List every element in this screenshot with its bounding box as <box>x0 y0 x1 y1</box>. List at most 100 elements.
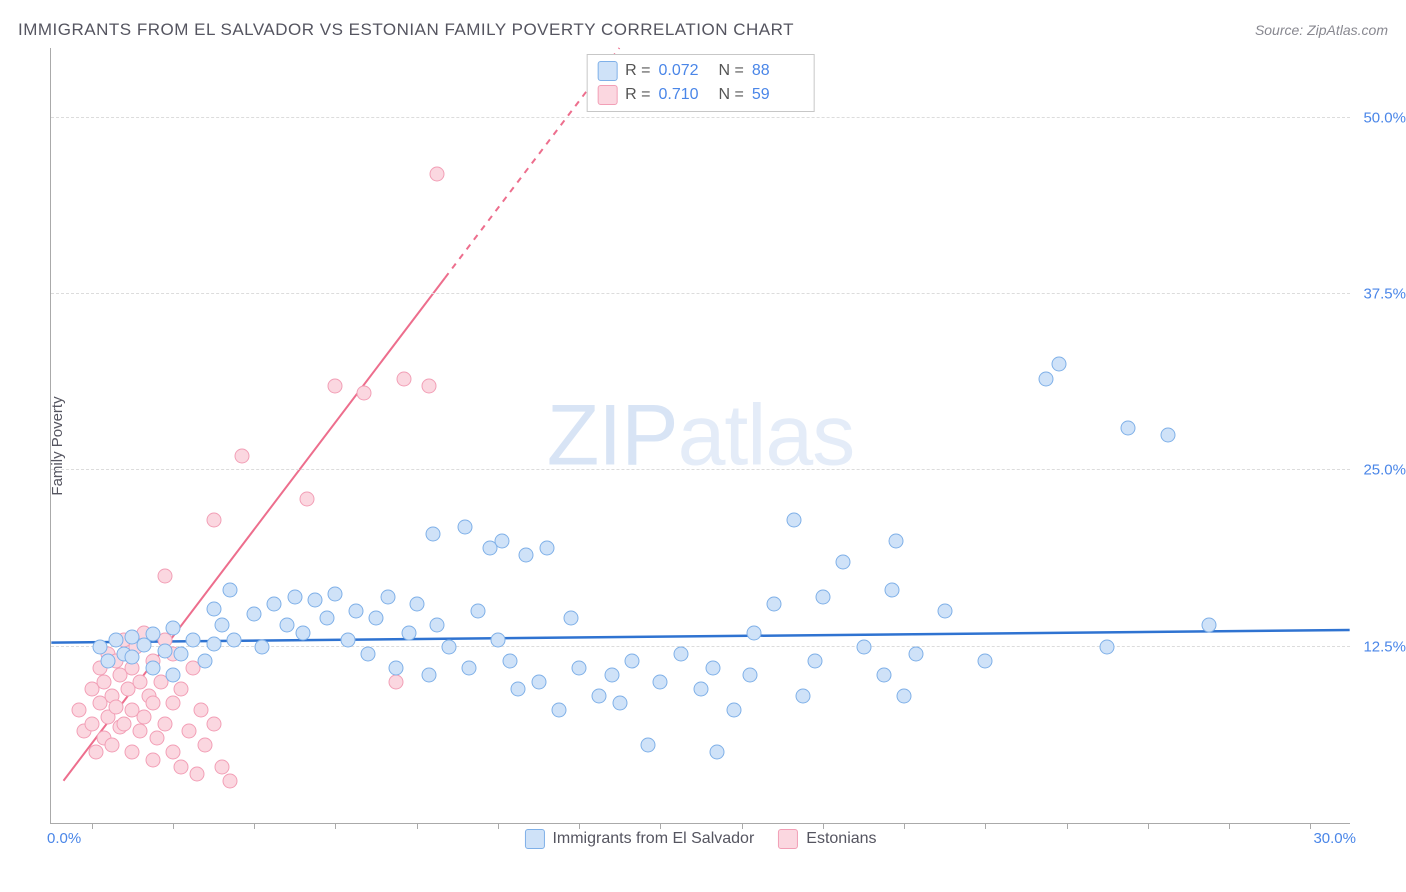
r-label: R = <box>625 62 650 80</box>
data-point-salvador <box>165 621 180 636</box>
data-point-salvador <box>519 547 534 562</box>
data-point-salvador <box>328 587 343 602</box>
data-point-salvador <box>369 611 384 626</box>
data-point-estonians <box>109 700 124 715</box>
data-point-salvador <box>470 604 485 619</box>
data-point-estonians <box>389 674 404 689</box>
data-point-estonians <box>421 378 436 393</box>
data-point-estonians <box>88 745 103 760</box>
data-point-estonians <box>125 745 140 760</box>
data-point-salvador <box>787 512 802 527</box>
data-point-salvador <box>186 632 201 647</box>
data-point-salvador <box>897 689 912 704</box>
data-point-salvador <box>876 667 891 682</box>
data-point-salvador <box>100 653 115 668</box>
trend-lines <box>51 48 1350 823</box>
data-point-salvador <box>889 533 904 548</box>
data-point-estonians <box>397 371 412 386</box>
n-label: N = <box>719 86 744 104</box>
data-point-estonians <box>149 731 164 746</box>
data-point-salvador <box>109 632 124 647</box>
data-point-estonians <box>214 759 229 774</box>
swatch-estonians <box>778 829 798 849</box>
data-point-salvador <box>401 625 416 640</box>
data-point-salvador <box>145 626 160 641</box>
grid-line <box>51 293 1350 294</box>
data-point-salvador <box>389 660 404 675</box>
data-point-estonians <box>165 745 180 760</box>
data-point-salvador <box>287 590 302 605</box>
r-value-estonians: 0.710 <box>659 86 711 104</box>
data-point-salvador <box>348 604 363 619</box>
legend-item-estonians: Estonians <box>778 829 876 849</box>
data-point-salvador <box>539 540 554 555</box>
data-point-salvador <box>360 646 375 661</box>
data-point-salvador <box>531 674 546 689</box>
y-tick-label: 25.0% <box>1363 462 1406 479</box>
y-tick-label: 12.5% <box>1363 638 1406 655</box>
data-point-salvador <box>1161 428 1176 443</box>
data-point-salvador <box>267 597 282 612</box>
x-tick <box>823 823 824 829</box>
data-point-salvador <box>308 593 323 608</box>
data-point-salvador <box>511 681 526 696</box>
x-tick <box>985 823 986 829</box>
data-point-salvador <box>222 583 237 598</box>
series-legend: Immigrants from El Salvador Estonians <box>524 829 876 849</box>
data-point-salvador <box>726 703 741 718</box>
legend-item-salvador: Immigrants from El Salvador <box>524 829 754 849</box>
scatter-plot: ZIPatlas R = 0.072 N = 88 R = 0.710 N = … <box>50 48 1350 824</box>
data-point-salvador <box>425 526 440 541</box>
x-tick <box>660 823 661 829</box>
data-point-estonians <box>206 512 221 527</box>
data-point-salvador <box>442 639 457 654</box>
data-point-salvador <box>92 639 107 654</box>
y-tick-label: 50.0% <box>1363 109 1406 126</box>
data-point-salvador <box>884 583 899 598</box>
x-tick <box>904 823 905 829</box>
data-point-salvador <box>206 636 221 651</box>
data-point-salvador <box>836 554 851 569</box>
data-point-salvador <box>937 604 952 619</box>
grid-line <box>51 117 1350 118</box>
data-point-estonians <box>198 738 213 753</box>
data-point-estonians <box>145 696 160 711</box>
swatch-salvador <box>597 61 617 81</box>
data-point-estonians <box>165 696 180 711</box>
data-point-salvador <box>255 639 270 654</box>
data-point-salvador <box>612 696 627 711</box>
data-point-estonians <box>174 759 189 774</box>
data-point-salvador <box>795 689 810 704</box>
data-point-salvador <box>641 738 656 753</box>
data-point-estonians <box>133 724 148 739</box>
data-point-salvador <box>145 660 160 675</box>
x-tick <box>1229 823 1230 829</box>
data-point-salvador <box>198 653 213 668</box>
data-point-salvador <box>767 597 782 612</box>
data-point-salvador <box>815 590 830 605</box>
source-attribution: Source: ZipAtlas.com <box>1255 22 1388 38</box>
data-point-salvador <box>673 646 688 661</box>
data-point-salvador <box>429 618 444 633</box>
data-point-salvador <box>653 674 668 689</box>
data-point-salvador <box>1039 371 1054 386</box>
data-point-estonians <box>96 674 111 689</box>
data-point-salvador <box>206 601 221 616</box>
data-point-estonians <box>133 674 148 689</box>
n-value-estonians: 59 <box>752 86 804 104</box>
correlation-legend: R = 0.072 N = 88 R = 0.710 N = 59 <box>586 54 815 112</box>
data-point-salvador <box>462 660 477 675</box>
data-point-salvador <box>572 660 587 675</box>
legend-label-estonians: Estonians <box>806 830 876 848</box>
data-point-salvador <box>165 667 180 682</box>
data-point-estonians <box>429 166 444 181</box>
data-point-salvador <box>710 745 725 760</box>
data-point-estonians <box>299 491 314 506</box>
data-point-salvador <box>279 618 294 633</box>
legend-row-salvador: R = 0.072 N = 88 <box>597 59 804 83</box>
legend-label-salvador: Immigrants from El Salvador <box>552 830 754 848</box>
x-tick <box>1067 823 1068 829</box>
data-point-salvador <box>909 646 924 661</box>
x-tick <box>417 823 418 829</box>
x-tick <box>1148 823 1149 829</box>
